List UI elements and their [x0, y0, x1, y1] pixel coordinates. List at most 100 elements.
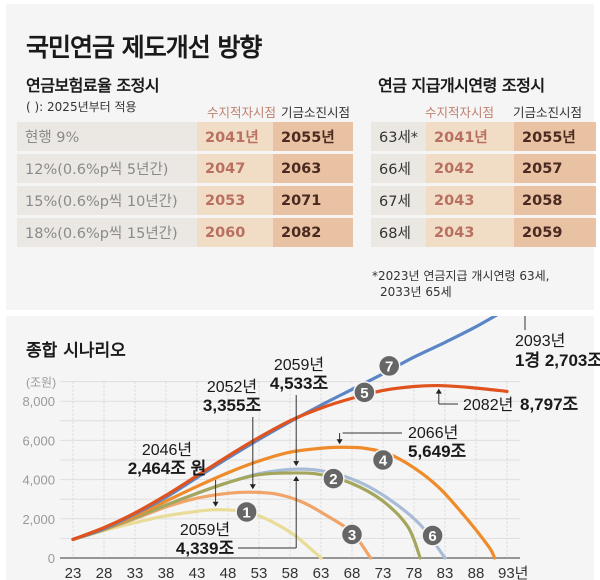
rate-cell-deficit: 2053	[197, 186, 273, 215]
age-table: 63세* 2041년 2055년 66세 2042 2057 67세 2043 2058 68세 2…	[371, 119, 597, 250]
x-tick-label: 88	[468, 565, 485, 580]
rate-cell-label: 18%(0.6%p씩 15년간)	[17, 218, 197, 247]
rate-cell-deficit: 2060	[197, 218, 273, 247]
age-footnote: *2023년 연금지급 개시연령 63세, 2033년 65세	[372, 268, 549, 300]
age-cell-label: 63세*	[371, 122, 427, 151]
age-cell-label: 67세	[371, 186, 427, 215]
age-footnote-line2: 2033년 65세	[380, 285, 452, 299]
scenario-marker-label: 7	[385, 358, 393, 375]
chart-title: 종합 시나리오	[26, 341, 126, 361]
annotation-2066-value: 5,649조	[408, 442, 467, 461]
y-tick-label: 8,000	[22, 394, 55, 409]
age-cell-depletion: 2057	[514, 154, 597, 183]
x-tick-label: 73	[375, 565, 392, 580]
page-title: 국민연금 제도개선 방향	[26, 33, 262, 62]
rate-col-depletion: 기금소진시점	[281, 105, 351, 120]
x-tick-label: 33	[127, 565, 144, 580]
annotation-2059-upper-arrow	[293, 461, 300, 467]
x-tick-label: 38	[158, 565, 175, 580]
annotation-2059-lower-year: 2059년	[180, 521, 230, 539]
scenario-marker-4	[371, 448, 395, 472]
y-tick-label: 2,000	[22, 512, 55, 527]
x-tick-label: 53	[251, 565, 268, 580]
scenario-marker-3	[340, 523, 364, 546]
annotation-2046-year: 2046년	[142, 441, 192, 459]
annotation-2059-lower-arrow	[293, 475, 300, 481]
annotation-2046-value: 2,464조 원	[128, 459, 207, 478]
scenario-marker-5	[353, 381, 376, 404]
age-cell-deficit: 2043	[426, 218, 515, 247]
annotation-2059-lower-value: 4,339조	[176, 539, 235, 558]
x-tick-label: 63	[313, 565, 330, 580]
x-tick-label: 68	[344, 565, 361, 580]
y-tick-label: 6,000	[22, 433, 55, 448]
x-tick-label: 83	[437, 565, 454, 580]
annotation-2093-year: 2093년	[515, 332, 565, 350]
age-cell-deficit: 2043	[426, 186, 515, 215]
annotation-2052-arrow	[249, 484, 256, 490]
rate-row: 현행 9% 2041년 2055년	[17, 122, 353, 151]
scenario-marker-2	[322, 467, 345, 490]
series-line-5	[71, 383, 509, 541]
annotation-2082-year: 2082년	[463, 396, 513, 414]
rate-row: 15%(0.6%p씩 10년간) 2053 2071	[17, 186, 353, 215]
annotation-2059-upper-year: 2059년	[274, 356, 324, 374]
age-cell-depletion: 2055년	[514, 122, 597, 151]
annotation-2066-year: 2066년	[408, 424, 458, 442]
scenario-marker-label: 4	[379, 453, 388, 470]
rate-cell-depletion: 2071	[273, 186, 353, 215]
scenario-marker-label: 1	[242, 504, 250, 521]
y-tick-label: 0	[48, 551, 55, 566]
annotation-2046-arrow	[212, 501, 219, 507]
rate-cell-depletion: 2063	[273, 154, 353, 183]
age-cell-label: 66세	[371, 154, 427, 183]
series-line-1	[71, 508, 323, 560]
annotation-2052-year: 2052년	[207, 378, 257, 396]
age-cell-depletion: 2058	[514, 186, 597, 215]
rate-table: 현행 9% 2041년 2055년 12%(0.6%p씩 5년간) 2047 2063 15…	[17, 119, 353, 250]
annotation-2082-arrow	[435, 388, 442, 394]
x-tick-label: 93년	[498, 565, 529, 580]
rate-row: 12%(0.6%p씩 5년간) 2047 2063	[17, 154, 353, 183]
age-table-title: 연금 지급개시연령 조정시	[378, 76, 545, 95]
x-tick-label: 43	[189, 565, 206, 580]
x-tick-label: 23	[65, 565, 82, 580]
scenario-marker-1	[235, 500, 258, 524]
y-tick-label: 4,000	[22, 473, 55, 488]
annotation-2066-arrow	[336, 439, 343, 445]
scenario-marker-7	[377, 354, 401, 378]
rate-row: 18%(0.6%p씩 15년간) 2060 2082	[17, 218, 353, 247]
rate-table-title: 연금보험료율 조정시	[26, 76, 160, 95]
rate-cell-label: 12%(0.6%p씩 5년간)	[17, 154, 197, 183]
rate-cell-depletion: 2055년	[273, 122, 353, 151]
bottom-panel	[6, 316, 594, 580]
age-row: 67세 2043 2058	[371, 186, 597, 215]
age-col-deficit: 수지적자시점	[425, 105, 495, 120]
age-footnote-line1: *2023년 연금지급 개시연령 63세,	[372, 269, 550, 283]
x-tick-label: 78	[406, 565, 423, 580]
age-cell-deficit: 2042	[426, 154, 515, 183]
rate-cell-depletion: 2082	[273, 218, 353, 247]
series-line-2	[71, 471, 422, 560]
age-cell-deficit: 2041년	[426, 122, 515, 151]
age-row: 68세 2043 2059	[371, 218, 597, 247]
rate-cell-deficit: 2041년	[197, 122, 273, 151]
annotation-2093-value: 1경 2,703조	[515, 351, 600, 370]
scenario-marker-6	[421, 524, 444, 547]
x-tick-label: 48	[220, 565, 237, 580]
rate-col-deficit: 수지적자시점	[207, 105, 277, 120]
annotation-2052-value: 3,355조	[203, 396, 262, 415]
x-tick-label: 28	[96, 565, 113, 580]
scenario-marker-label: 5	[360, 385, 368, 402]
y-axis-unit-label: (조원)	[26, 376, 56, 390]
x-tick-label: 58	[282, 565, 299, 580]
scenario-marker-label: 2	[329, 471, 337, 488]
age-cell-label: 68세	[371, 218, 427, 247]
age-cell-depletion: 2059	[514, 218, 597, 247]
rate-table-note: ( ): 2025년부터 적용	[26, 100, 137, 114]
scenario-marker-label: 3	[348, 527, 356, 544]
rate-cell-label: 현행 9%	[17, 122, 197, 151]
scenario-marker-label: 6	[428, 528, 436, 545]
annotation-2082-value: 8,797조	[520, 395, 579, 414]
